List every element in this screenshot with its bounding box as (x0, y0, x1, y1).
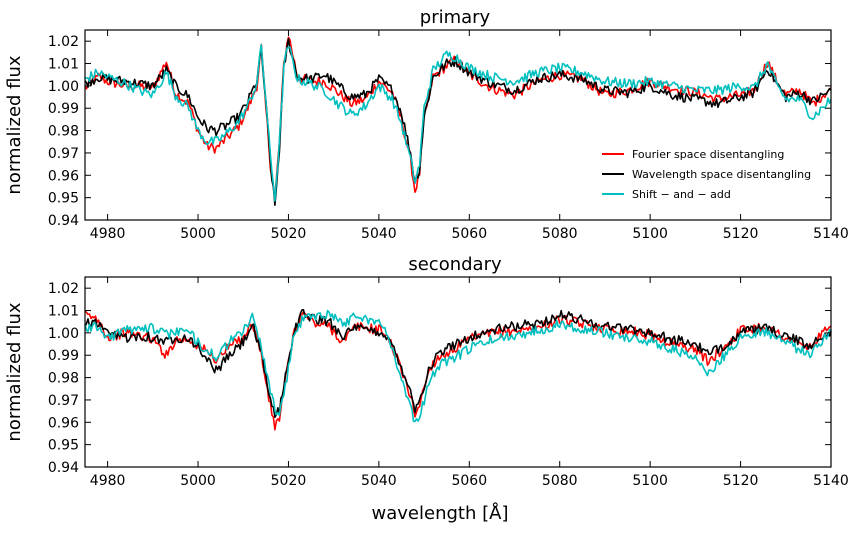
y-tick-label: 1.02 (48, 281, 79, 297)
x-tick-label: 5060 (451, 473, 487, 489)
legend-label-shift-and-add: Shift − and − add (632, 188, 731, 201)
x-tick-label: 5140 (813, 473, 849, 489)
legend-label-wavelength: Wavelength space disentangling (632, 168, 811, 181)
y-tick-label: 0.96 (48, 168, 79, 184)
y-tick-label: 1.01 (48, 57, 79, 73)
y-tick-label: 0.97 (48, 146, 79, 162)
secondary-panel: secondary 4980 5000 5020 5040 5060 5080 5100 51… (4, 254, 849, 524)
series-line-wavelength-space-disentangling (84, 309, 832, 418)
y-tick-label: 1.00 (48, 326, 79, 342)
x-tick-label: 5100 (632, 226, 668, 242)
x-tick-label: 5120 (723, 226, 759, 242)
y-tick-label: 0.97 (48, 393, 79, 409)
x-tick-label: 5080 (542, 226, 578, 242)
x-tick-label: 5020 (271, 473, 307, 489)
x-tick-label: 4980 (90, 473, 126, 489)
y-tick-label: 0.95 (48, 438, 79, 454)
x-axis-label: wavelength [Å] (372, 502, 509, 524)
y-tick-label: 1.02 (48, 34, 79, 50)
y-tick-label: 0.96 (48, 415, 79, 431)
x-tick-label: 5000 (180, 226, 216, 242)
y-tick-label: 1.01 (48, 304, 79, 320)
x-tick-label: 5040 (361, 226, 397, 242)
panel-title: primary (420, 7, 491, 28)
y-tick-label: 0.94 (48, 213, 79, 229)
x-tick-label: 5000 (180, 473, 216, 489)
x-tick-label: 5100 (632, 473, 668, 489)
plot-frame (84, 29, 832, 221)
series-line-shift-and-add (84, 44, 832, 202)
x-tick-label: 4980 (90, 226, 126, 242)
legend-label-fourier: Fourier space disentangling (632, 148, 784, 161)
x-tick-label: 5020 (271, 226, 307, 242)
y-tick-label: 0.98 (48, 124, 79, 140)
x-tick-label: 5120 (723, 473, 759, 489)
y-tick-label: 0.98 (48, 371, 79, 387)
y-tick-label: 0.99 (48, 101, 79, 117)
x-tick-label: 5140 (813, 226, 849, 242)
y-axis-label: normalized flux (4, 302, 25, 441)
series-line-wavelength-space-disentangling (84, 37, 832, 206)
y-tick-label: 1.00 (48, 79, 79, 95)
legend: Fourier space disentangling Wavelength s… (602, 148, 811, 201)
panel-title: secondary (408, 254, 502, 275)
series-line-fourier-space-disentangling (84, 36, 832, 200)
y-tick-label: 0.95 (48, 191, 79, 207)
x-tick-label: 5040 (361, 473, 397, 489)
primary-panel: primary 4980 5000 5020 5040 5060 5080 5100 5120… (4, 7, 849, 242)
series-line-shift-and-add (84, 309, 832, 423)
y-tick-label: 0.94 (48, 460, 79, 476)
x-tick-label: 5060 (451, 226, 487, 242)
series-line-fourier-space-disentangling (84, 310, 832, 431)
y-tick-label: 0.99 (48, 348, 79, 364)
x-tick-label: 5080 (542, 473, 578, 489)
y-axis-label: normalized flux (4, 55, 25, 194)
plot-frame (84, 276, 832, 468)
